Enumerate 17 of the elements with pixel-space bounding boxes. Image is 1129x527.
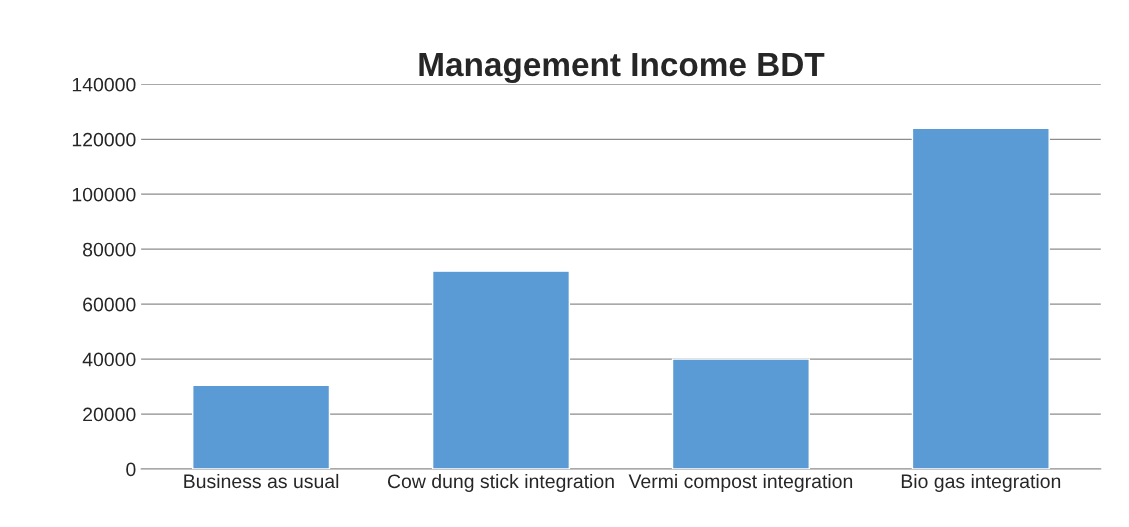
x-tick-label: Business as usual (184, 473, 339, 489)
y-tick-label: 40000 (82, 352, 136, 367)
bar (911, 127, 1050, 470)
bar (671, 358, 810, 470)
x-tick-label: Bio gas integration (901, 473, 1061, 493)
x-tick-label: Cow dung stick integration (387, 473, 614, 493)
bar (431, 270, 571, 470)
y-tick-label: 140000 (72, 77, 136, 92)
y-tick-label: 100000 (72, 187, 136, 202)
y-tick-label: 60000 (83, 297, 136, 312)
x-tick-label: Vermi compost integration (628, 473, 853, 493)
y-tick-label: 0 (126, 462, 136, 477)
y-tick-label: 80000 (83, 242, 136, 257)
chart-title: Management Income BDT (419, 53, 825, 84)
bar (192, 384, 331, 470)
y-tick-label: 20000 (83, 407, 136, 422)
y-tick-label: 120000 (72, 132, 136, 147)
